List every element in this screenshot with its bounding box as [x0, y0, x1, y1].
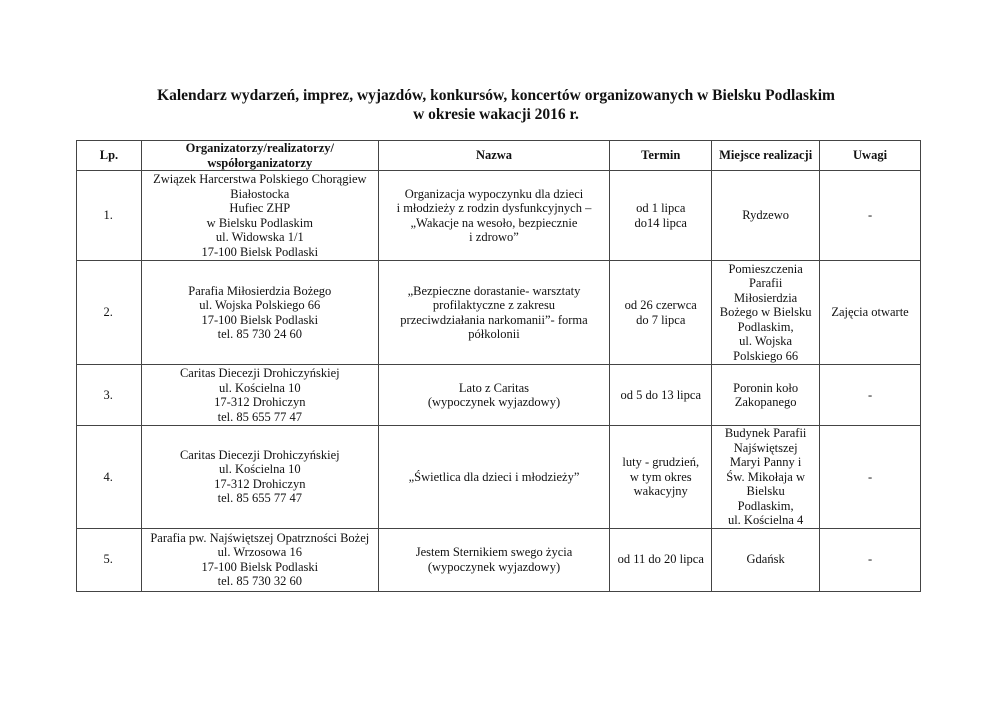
cell-name: Jestem Sternikiem swego życia (wypoczyne…: [377, 527, 611, 592]
cell-name: Lato z Caritas (wypoczynek wyjazdowy): [377, 364, 611, 426]
cell-date: od 11 do 20 lipca: [609, 527, 713, 592]
cell-lp: 3.: [76, 364, 142, 426]
cell-name: „Świetlica dla dzieci i młodzieży”: [377, 425, 611, 529]
cell-name: „Bezpieczne dorastanie- warsztaty profil…: [377, 260, 611, 365]
header-lp: Lp.: [76, 140, 142, 171]
cell-lp: 2.: [76, 260, 142, 365]
header-notes: Uwagi: [819, 140, 921, 171]
events-table: Lp. Organizatorzy/realizatorzy/ współorg…: [76, 140, 921, 592]
cell-date: luty - grudzień, w tym okres wakacyjny: [609, 425, 713, 529]
document-title: Kalendarz wydarzeń, imprez, wyjazdów, ko…: [0, 86, 992, 124]
cell-notes: -: [819, 170, 921, 261]
header-date: Termin: [609, 140, 713, 171]
cell-notes: -: [819, 364, 921, 426]
cell-organizer: Parafia pw. Najświętszej Opatrzności Boż…: [140, 527, 379, 592]
table-row: 3. Caritas Diecezji Drohiczyńskiej ul. Ko…: [76, 364, 921, 426]
header-organizers: Organizatorzy/realizatorzy/ współorganiz…: [140, 140, 379, 171]
table-header-row: Lp. Organizatorzy/realizatorzy/ współorg…: [76, 140, 921, 171]
cell-organizer: Caritas Diecezji Drohiczyńskiej ul. Kośc…: [140, 364, 379, 426]
table-row: 4. Caritas Diecezji Drohiczyńskiej ul. Ko…: [76, 425, 921, 529]
title-line-1: Kalendarz wydarzeń, imprez, wyjazdów, ko…: [157, 87, 835, 104]
cell-date: od 1 lipca do14 lipca: [609, 170, 713, 261]
cell-lp: 1.: [76, 170, 142, 261]
cell-notes: -: [819, 527, 921, 592]
cell-organizer: Caritas Diecezji Drohiczyńskiej ul. Kośc…: [140, 425, 379, 529]
cell-date: od 26 czerwca do 7 lipca: [609, 260, 713, 365]
header-place: Miejsce realizacji: [711, 140, 821, 171]
cell-notes: -: [819, 425, 921, 529]
cell-place: Poronin koło Zakopanego: [711, 364, 821, 426]
cell-notes: Zajęcia otwarte: [819, 260, 921, 365]
cell-organizer: Parafia Miłosierdzia Bożego ul. Wojska P…: [140, 260, 379, 365]
cell-place: Budynek Parafii Najświętszej Maryi Panny…: [711, 425, 821, 529]
cell-date: od 5 do 13 lipca: [609, 364, 713, 426]
cell-lp: 5.: [76, 527, 142, 592]
table-row: 5. Parafia pw. Najświętszej Opatrzności B…: [76, 527, 921, 592]
title-line-2: w okresie wakacji 2016 r.: [413, 106, 579, 123]
cell-place: Gdańsk: [711, 527, 821, 592]
cell-lp: 4.: [76, 425, 142, 529]
cell-place: Rydzewo: [711, 170, 821, 261]
cell-organizer: Związek Harcerstwa Polskiego Chorągiew B…: [140, 170, 379, 261]
table-row: 1. Związek Harcerstwa Polskiego Chorągiew…: [76, 170, 921, 261]
table-row: 2. Parafia Miłosierdzia Bożego ul. Wojska…: [76, 260, 921, 365]
cell-name: Organizacja wypoczynku dla dzieci i młod…: [377, 170, 611, 261]
header-name: Nazwa: [377, 140, 611, 171]
cell-place: Pomieszczenia Parafii Miłosierdzia Bożeg…: [711, 260, 821, 365]
